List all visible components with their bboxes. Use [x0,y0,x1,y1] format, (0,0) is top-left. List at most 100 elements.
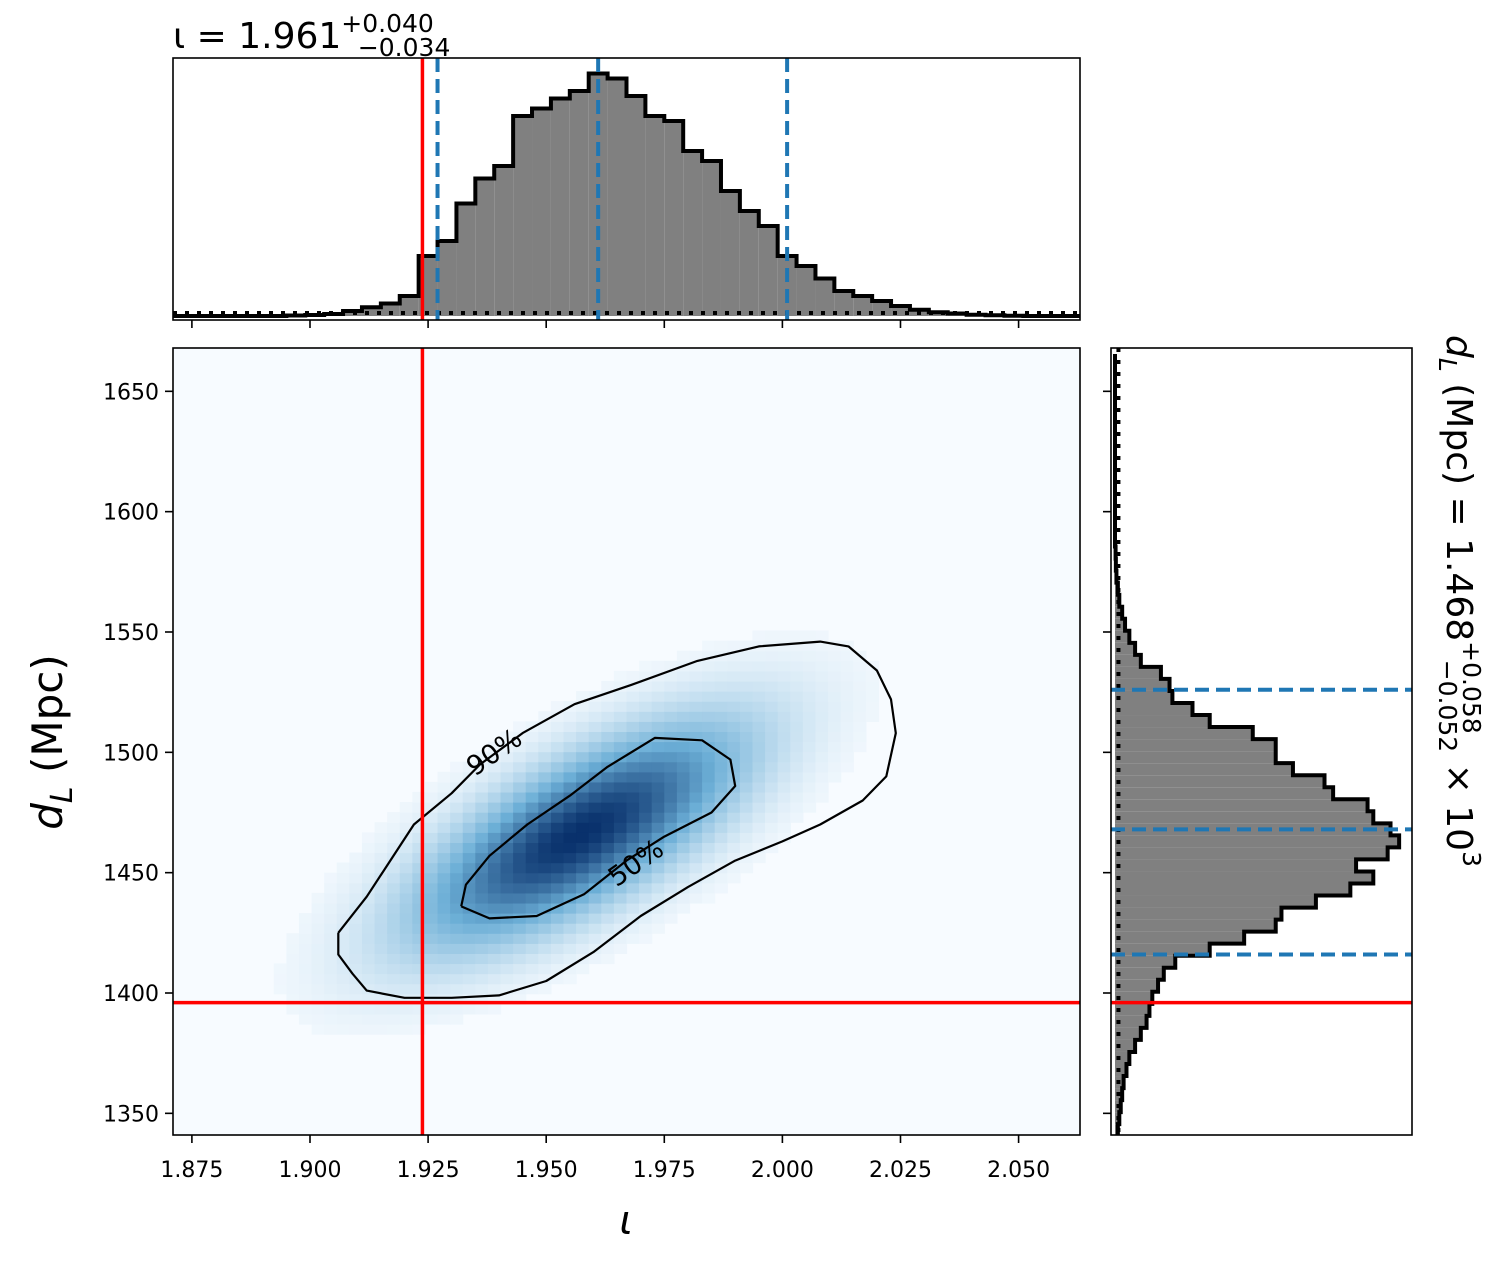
heatmap-cell [752,680,766,692]
heatmap-cell [462,832,476,843]
right-hist-bar [1115,763,1293,776]
heatmap-cell [739,771,754,783]
heatmap-cell [676,771,691,783]
heatmap-cell [689,832,703,843]
heatmap-cell [437,872,451,884]
heatmap-cell [727,862,741,874]
heatmap-cell [298,933,313,944]
heatmap-cell [588,761,602,773]
heatmap-cell [840,701,854,712]
heatmap-cell [689,872,703,884]
heatmap-cell [613,923,628,934]
heatmap-cell [576,872,590,884]
heatmap-cell [336,933,350,944]
heatmap-cell [739,781,754,793]
heatmap-cell [601,802,615,813]
top-hist-bar [720,191,740,316]
heatmap-cell [790,731,804,743]
heatmap-cell [437,862,451,874]
heatmap-cell [752,761,766,773]
heatmap-cell [626,802,640,813]
heatmap-cell [815,731,829,743]
heatmap-cell [450,902,464,914]
heatmap-cell [727,701,741,712]
heatmap-cell [702,892,716,904]
heatmap-cell [626,721,640,733]
heatmap-cell [550,842,565,854]
heatmap-cell [349,892,363,904]
heatmap-cell [349,913,363,924]
heatmap-cell [601,933,615,944]
heatmap-cell [601,943,615,954]
heatmap-cell [576,701,590,712]
heatmap-cell [273,983,287,995]
heatmap-cell [639,913,653,924]
heatmap-cell [298,993,313,1005]
heatmap-cell [828,701,842,712]
heatmap-cell [752,691,766,702]
heatmap-cell [588,751,602,763]
heatmap-cell [739,812,754,823]
heatmap-cell [588,892,602,904]
heatmap-cell [538,802,552,813]
right-hist-bar [1115,883,1351,896]
heatmap-cell [828,680,842,692]
right-title-factor-sup: 3 [1457,851,1486,867]
heatmap-cell [336,902,350,914]
heatmap-cell [639,711,653,722]
heatmap-cell [714,781,728,793]
heatmap-cell [815,751,829,763]
top-hist-bar [569,91,589,316]
heatmap-cell [765,660,779,672]
heatmap-cell [639,872,653,884]
heatmap-cell [689,711,703,722]
heatmap-cell [626,761,640,773]
heatmap-cell [828,771,842,783]
heatmap-cell [802,691,817,702]
heatmap-cell [462,993,476,1005]
heatmap-cell [424,892,439,904]
heatmap-cell [651,691,665,702]
heatmap-cell [576,882,590,894]
heatmap-cell [563,892,577,904]
heatmap-cell [765,630,779,642]
heatmap-cell [349,902,363,914]
top-histogram [173,71,1080,318]
heatmap-cell [765,781,779,793]
heatmap-cell [576,741,590,753]
heatmap-cell [450,872,464,884]
heatmap-cell [676,691,691,702]
heatmap-cell [626,923,640,934]
heatmap-cell [689,892,703,904]
heatmap-cell [651,751,665,763]
heatmap-cell [311,953,325,965]
heatmap-cell [450,852,464,864]
heatmap-cell [424,913,439,924]
heatmap-cell [828,650,842,662]
heatmap-cell [739,660,754,672]
heatmap-cell [802,791,817,803]
heatmap-cell [550,913,565,924]
heatmap-cell [286,963,300,975]
heatmap-cell [336,892,350,904]
heatmap-cell [437,993,451,1005]
heatmap-cell [450,983,464,995]
top-hist-bar [739,211,759,316]
right-hist-bar [1115,751,1276,764]
heatmap-cell [550,933,565,944]
heatmap-cell [361,993,376,1005]
heatmap-cell [853,741,867,753]
heatmap-cell [601,872,615,884]
heatmap-cell [361,862,376,874]
heatmap-cell [626,842,640,854]
heatmap-cell [815,691,829,702]
heatmap-cell [424,802,439,813]
heatmap-cell [487,943,502,954]
heatmap-cell [487,781,502,793]
heatmap-cell [828,751,842,763]
heatmap-cell [525,832,539,843]
heatmap-cell [550,711,565,722]
heatmap-cell [702,670,716,682]
heatmap-cell [702,842,716,854]
heatmap-cell [727,802,741,813]
